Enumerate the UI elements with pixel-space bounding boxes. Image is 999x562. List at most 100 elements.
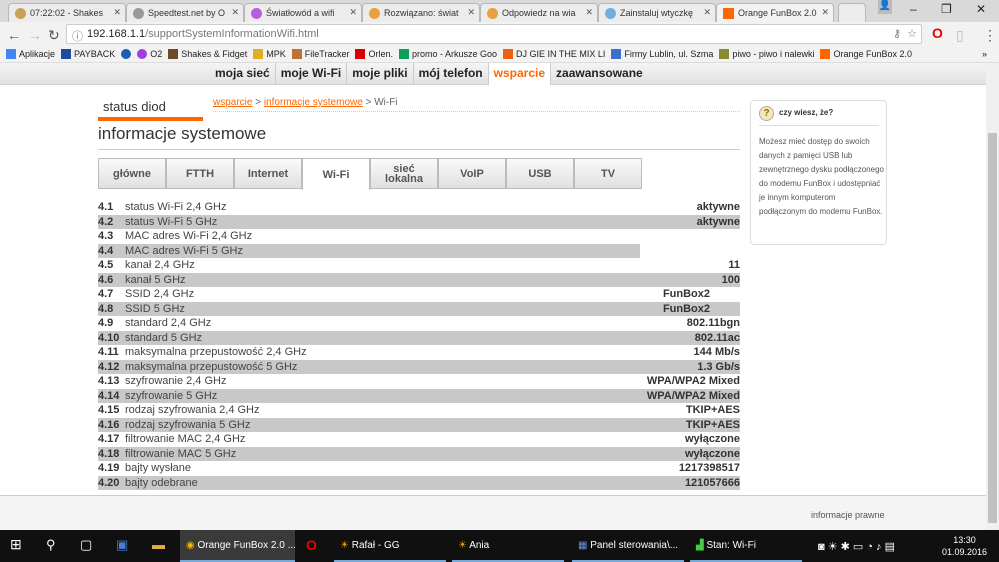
taskbar-gg-ania[interactable]: ☀ Ania <box>452 530 564 562</box>
opera-extension-icon[interactable]: O <box>932 25 943 41</box>
close-window-icon[interactable]: ✕ <box>976 2 987 16</box>
bookmark[interactable]: FileTracker <box>291 49 349 59</box>
close-tab-icon[interactable]: ✕ <box>585 7 593 17</box>
tab-voip[interactable]: VoIP <box>438 158 506 189</box>
extension-icon[interactable]: ▯ <box>956 27 964 43</box>
bookmark[interactable]: O2 <box>137 49 162 59</box>
tab-tv[interactable]: TV <box>574 158 642 189</box>
url-host: 192.168.1.1 <box>87 28 146 40</box>
browser-tab[interactable]: Speedtest.net by O ✕ <box>126 3 244 22</box>
legal-info-link[interactable]: informacje prawne <box>811 510 885 520</box>
breadcrumb-wsparcie[interactable]: wsparcie <box>213 97 253 108</box>
breadcrumb-informacje[interactable]: informacje systemowe <box>263 97 363 108</box>
browser-tab[interactable]: Odpowiedz na wia ✕ <box>480 3 598 22</box>
clock[interactable]: 13:30 01.09.2016 <box>942 534 987 558</box>
bookmark-label: Orange FunBox 2.0 <box>833 49 913 59</box>
reload-icon[interactable]: ↻ <box>48 27 60 43</box>
apps-icon <box>6 49 16 59</box>
taskbar-control-panel[interactable]: ▦ Panel sterowania\... <box>572 530 684 562</box>
info-icon[interactable]: ⓘ <box>72 31 83 43</box>
bookmark[interactable]: promo - Arkusze Goo <box>398 49 497 59</box>
nav-moj-telefon[interactable]: mój telefon <box>414 63 489 85</box>
search-icon[interactable]: ⚲ <box>46 537 56 552</box>
nav-moje-wifi[interactable]: moje Wi-Fi <box>276 63 348 85</box>
browser-tab-strip: 07:22:02 - Shakes ✕ Speedtest.net by O ✕ Ś… <box>0 0 999 22</box>
tab-internet[interactable]: Internet <box>234 158 302 189</box>
row-value: TKIP+AES <box>685 404 740 416</box>
tab-usb[interactable]: USB <box>506 158 574 189</box>
close-tab-icon[interactable]: ✕ <box>821 7 829 17</box>
tab-glowne[interactable]: główne <box>98 158 166 189</box>
row-label: standard 5 GHz <box>125 331 203 344</box>
bookmark[interactable]: Orlen. <box>355 49 393 59</box>
bookmark-star-icon[interactable]: ☆ <box>907 28 917 40</box>
tray-icons[interactable]: ◙ ☀ ✱ ▭ ◔ ♪ ▤ <box>818 541 895 553</box>
task-view-icon[interactable]: ▢ <box>80 537 93 552</box>
tab-ftth[interactable]: FTTH <box>166 158 234 189</box>
status-diod-link[interactable]: status diod <box>103 99 166 114</box>
nav-wsparcie[interactable]: wsparcie <box>488 63 552 85</box>
close-tab-icon[interactable]: ✕ <box>703 7 711 17</box>
breadcrumb-sep: > <box>362 97 375 108</box>
file-explorer-icon[interactable]: ▬ <box>152 537 165 552</box>
table-row: 4.16 rodzaj szyfrowania 5 GHz TKIP+AES <box>98 417 740 432</box>
nav-moja-siec[interactable]: moja sieć <box>210 63 276 85</box>
page-scrollbar[interactable] <box>986 63 999 530</box>
payback-icon <box>61 49 72 59</box>
more-bookmarks-button[interactable]: » <box>982 49 988 59</box>
table-row: 4.2 status Wi-Fi 5 GHz aktywne <box>98 214 740 229</box>
table-row: 4.3 MAC adres Wi-Fi 2,4 GHz <box>98 229 740 244</box>
browser-tab[interactable]: Zainstaluj wtyczkę ✕ <box>598 3 716 22</box>
tab-siec-lokalna[interactable]: sieć lokalna <box>370 158 438 189</box>
table-row: 4.14 szyfrowanie 5 GHz WPA/WPA2 Mixed <box>98 388 740 403</box>
tab-favicon-icon <box>251 8 262 19</box>
bookmark[interactable]: MPK <box>253 49 286 59</box>
taskbar-wifi-status[interactable]: ▟ Stan: Wi-Fi <box>690 530 802 562</box>
close-tab-icon[interactable]: ✕ <box>349 7 357 17</box>
bookmark-label: Orlen. <box>368 49 393 59</box>
row-label: status Wi-Fi 2,4 GHz <box>125 201 227 213</box>
maximize-icon[interactable]: ❐ <box>941 2 952 16</box>
profile-icon[interactable]: 👤 <box>878 0 892 14</box>
bookmark[interactable]: DJ GIE IN THE MIX LI <box>503 49 605 59</box>
taskbar-gg-rafal[interactable]: ☀ Rafał - GG <box>334 530 446 562</box>
save-app-icon[interactable]: ▣ <box>116 537 129 552</box>
close-tab-icon[interactable]: ✕ <box>113 7 121 17</box>
bookmark[interactable]: Shakes & Fidget <box>168 49 247 59</box>
opera-icon[interactable]: O <box>306 537 317 553</box>
bookmark[interactable]: piwo - piwo i nalewki <box>719 49 814 59</box>
scrollbar-thumb[interactable] <box>988 133 997 523</box>
taskbar-chrome[interactable]: ◉ Orange FunBox 2.0 ... <box>180 530 296 562</box>
row-value: FunBox2 <box>662 288 710 300</box>
forward-icon[interactable]: → <box>28 27 42 43</box>
gg-icon: ☀ <box>458 540 470 551</box>
browser-tab[interactable]: Rozwiązano: świat ✕ <box>362 3 480 22</box>
browser-tab-active[interactable]: Orange FunBox 2.0 ✕ <box>716 3 834 22</box>
browser-tab[interactable]: Światłowód a wifi ✕ <box>244 3 362 22</box>
windows-taskbar: ⊞ ⚲ ▢ ▣ ▬ ◉ Orange FunBox 2.0 ... O ☀ Ra… <box>0 530 999 562</box>
url-input[interactable]: ⓘ 192.168.1.1/supportSystemInformationWif… <box>66 24 922 44</box>
bookmark[interactable] <box>121 49 132 59</box>
o2-icon <box>137 49 148 59</box>
row-value: 11 <box>728 259 740 271</box>
browser-tab[interactable]: 07:22:02 - Shakes ✕ <box>8 3 126 22</box>
bookmark-apps[interactable]: Aplikacje <box>6 49 55 59</box>
close-tab-icon[interactable]: ✕ <box>231 7 239 17</box>
nav-moje-pliki[interactable]: moje pliki <box>347 63 414 85</box>
new-tab-button[interactable] <box>838 3 866 22</box>
orange-icon <box>820 49 831 59</box>
minimize-icon[interactable]: – <box>910 2 917 16</box>
close-tab-icon[interactable]: ✕ <box>467 7 475 17</box>
bookmark[interactable]: Orange FunBox 2.0 <box>820 49 912 59</box>
bookmark[interactable]: PAYBACK <box>61 49 115 59</box>
row-label: SSID 2,4 GHz <box>125 288 195 300</box>
back-icon[interactable]: ← <box>7 27 21 43</box>
key-icon[interactable]: ⚷ <box>892 28 901 40</box>
bookmark[interactable]: Firmy Lublin, ul. Szma <box>611 49 713 59</box>
tab-wifi[interactable]: Wi-Fi <box>302 158 370 190</box>
menu-icon[interactable]: ⋮ <box>983 27 997 43</box>
address-toolbar: ← → ↻ ⓘ 192.168.1.1/supportSystemInformat… <box>0 22 999 46</box>
nav-zaawansowane[interactable]: zaawansowane <box>556 66 643 80</box>
start-windows-icon[interactable]: ⊞ <box>10 536 22 552</box>
row-value: 1.3 Gb/s <box>697 360 740 373</box>
